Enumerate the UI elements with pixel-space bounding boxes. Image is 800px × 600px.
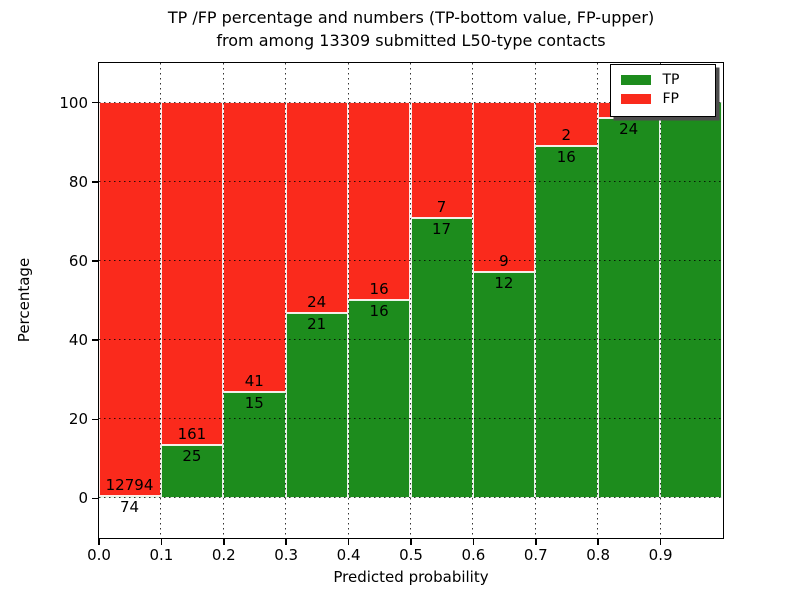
tp-count-label: 17 [431, 219, 452, 238]
vertical-gridline [472, 62, 474, 538]
bar-segment-tp [160, 444, 224, 498]
tp-count-label: 21 [307, 315, 327, 334]
bar-segment-fp [285, 102, 349, 314]
fp-count-label: 2 [561, 126, 572, 145]
vertical-gridline [659, 62, 661, 538]
horizontal-gridline [98, 418, 723, 420]
legend: TP FP [609, 63, 716, 117]
fp-count-label: 7 [436, 197, 447, 216]
plot-area: TP FP 1279474161254115242116167179122161… [97, 61, 724, 539]
y-tick-label: 20 [68, 410, 88, 429]
horizontal-gridline [98, 497, 723, 499]
bar-segment-fp [223, 102, 286, 392]
bar-segment-fp [410, 102, 473, 218]
x-tick-label: 0.0 [87, 546, 111, 564]
x-tick-label: 0.9 [648, 546, 673, 564]
x-tick-mark [410, 539, 412, 545]
bar-segment-tp [348, 300, 411, 498]
vertical-gridline [347, 62, 349, 538]
x-tick-label: 0.2 [211, 546, 236, 564]
x-tick-label: 0.3 [274, 546, 299, 564]
bar-segment-tp [223, 391, 286, 498]
y-axis-label: Percentage [15, 257, 33, 343]
tp-count-label: 25 [182, 446, 202, 465]
legend-item-fp: FP [620, 90, 707, 109]
x-tick-label: 0.5 [399, 546, 423, 564]
vertical-gridline [597, 62, 599, 538]
bar-segment-tp [410, 217, 473, 498]
y-tick-label: 0 [78, 489, 88, 508]
x-tick-mark [285, 539, 287, 545]
bar-segment-fp [160, 102, 224, 445]
bar-segment-fp [98, 102, 161, 496]
bar-segment-tp [472, 271, 536, 498]
x-tick-mark [597, 539, 599, 545]
bar-segment-tp [285, 313, 349, 498]
vertical-gridline [410, 62, 411, 538]
bar-segment-tp [98, 495, 161, 498]
fp-count-label: 16 [369, 280, 389, 298]
chart-title-line2: from among 13309 submitted L50-type cont… [216, 31, 606, 50]
y-tick-mark [91, 418, 98, 420]
y-tick-label: 40 [68, 331, 88, 350]
vertical-gridline [534, 62, 536, 538]
y-tick-label: 100 [59, 93, 88, 112]
tp-count-label: 16 [556, 148, 576, 167]
tp-count-label: 74 [119, 497, 140, 516]
x-tick-mark [223, 539, 225, 545]
fp-count-label: 12794 [105, 475, 154, 494]
legend-label-fp: FP [662, 90, 680, 107]
x-tick-mark [98, 539, 100, 545]
horizontal-gridline [98, 101, 723, 103]
y-tick-mark [91, 339, 98, 341]
bar-segment-tp [660, 102, 723, 498]
bar-segment-tp [597, 117, 661, 498]
tp-count-label: 12 [494, 273, 514, 292]
x-tick-mark [160, 539, 163, 545]
x-tick-label: 0.4 [336, 546, 361, 564]
bar-segment-fp [472, 102, 536, 272]
x-tick-mark [472, 539, 475, 545]
x-tick-mark [659, 539, 662, 545]
fp-count-label: 9 [499, 251, 509, 270]
x-tick-mark [347, 539, 350, 545]
vertical-gridline [285, 62, 287, 538]
y-tick-mark [91, 260, 98, 262]
fp-count-label: 161 [177, 424, 207, 443]
fp-count-label: 24 [307, 293, 327, 312]
y-tick-mark [91, 497, 98, 500]
y-tick-label: 80 [68, 172, 88, 191]
horizontal-gridline [98, 339, 723, 341]
bar-segment-tp [535, 146, 598, 498]
y-tick-mark [91, 181, 98, 183]
vertical-gridline [160, 62, 162, 538]
tp-count-label: 15 [244, 393, 264, 412]
x-tick-label: 0.1 [149, 546, 174, 564]
tp-color-swatch [620, 75, 651, 85]
horizontal-gridline [98, 259, 723, 261]
fp-count-label: 41 [244, 371, 264, 390]
chart-title: TP /FP percentage and numbers (TP-bottom… [99, 6, 723, 52]
tp-count-label: 16 [369, 302, 389, 320]
x-tick-label: 0.7 [523, 546, 548, 564]
x-axis-label: Predicted probability [333, 568, 489, 586]
fp-color-swatch [620, 94, 651, 104]
x-tick-mark [535, 539, 537, 545]
chart-title-line1: TP /FP percentage and numbers (TP-bottom… [167, 8, 655, 27]
x-tick-label: 0.6 [461, 546, 486, 564]
tp-count-label: 24 [619, 119, 639, 138]
bar-segment-fp [348, 102, 411, 300]
horizontal-gridline [98, 180, 723, 182]
y-tick-label: 60 [68, 251, 88, 270]
y-tick-mark [91, 101, 98, 104]
legend-item-tp: TP [620, 71, 707, 90]
legend-label-tp: TP [662, 71, 680, 88]
vertical-gridline [222, 62, 224, 538]
bar-segment-fp [535, 102, 598, 147]
x-tick-label: 0.8 [586, 546, 611, 564]
